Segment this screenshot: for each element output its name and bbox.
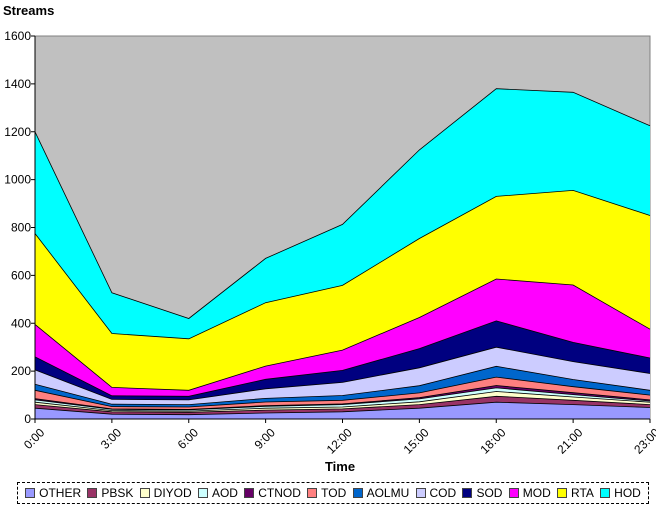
legend-label: DIYOD [153,486,192,500]
outline-hod [34,88,651,319]
legend-label: AOLMU [366,486,410,500]
legend-swatch [87,488,98,498]
legend-label: PBSK [101,486,134,500]
series-outline-group [34,88,651,416]
legend-swatch [139,488,150,498]
y-tick-label: 1200 [4,125,31,139]
x-tick-labels: 0:00 3:00 6:00 9:00 12:00 15:00 18:00 21:00 23:0… [21,419,656,457]
legend-item-sod: SOD [462,486,502,500]
legend-label: COD [429,486,457,500]
x-tick-label: 23:00 [631,425,656,456]
x-tick-label: 0:00 [21,425,48,452]
area-pbsk [35,396,650,415]
y-tick-label: 400 [11,316,31,330]
x-axis-title: Time [325,459,355,474]
y-tick-label: 600 [11,268,31,282]
area-rta [35,190,650,391]
chart: Streams 0 200 400 600 800 1000 1200 1400 1600 0:… [3,3,656,474]
legend-swatch [25,488,36,498]
legend-item-diyod: DIYOD [139,486,192,500]
legend-swatch [557,488,567,498]
legend: OTHER PBSK DIYOD AOD CTNOD TOD AOLMU COD SOD MOD R… [17,482,649,504]
legend-label: MOD [522,486,551,500]
legend-label: SOD [476,486,503,500]
legend-label: HOD [614,486,641,500]
legend-label: AOD [211,486,238,500]
area-sod [35,320,650,400]
legend-label: TOD [321,486,347,500]
outline-sod [34,320,651,397]
outline-aolmu [34,365,651,406]
outline-mod [34,278,651,391]
legend-item-mod: MOD [508,486,551,500]
legend-item-rta: RTA [557,486,594,500]
x-tick-label: 3:00 [98,425,125,452]
area-aolmu [35,366,650,407]
legend-label: OTHER [39,486,82,500]
x-tick-label: 6:00 [175,425,202,452]
outline-diyod [34,391,651,412]
outline-cod [34,346,651,401]
y-tick-labels: 0 200 400 600 800 1000 1200 1400 1600 [4,29,35,426]
legend-item-other: OTHER [25,486,81,500]
x-tick-label: 12:00 [324,425,355,456]
y-tick-label: 1000 [4,173,31,187]
outline-rta [34,189,651,340]
legend-item-pbsk: PBSK [87,486,133,500]
legend-item-tod: TOD [307,486,346,500]
legend-item-cod: COD [415,486,457,500]
y-tick-label: 1600 [4,29,31,43]
area-mod [35,279,650,397]
legend-item-ctnod: CTNOD [244,486,301,500]
x-tick-label: 18:00 [477,425,508,456]
y-tick-label: 0 [24,412,31,426]
legend-item-hod: HOD [600,486,641,500]
outline-ctnod [34,385,651,410]
outline-aod [34,387,651,411]
legend-swatch [508,488,519,498]
legend-swatch [244,488,255,498]
legend-swatch [462,488,473,498]
y-tick-label: 1400 [4,77,31,91]
legend-item-aod: AOD [197,486,238,500]
legend-swatch [197,488,208,498]
x-tick-label: 21:00 [554,425,585,456]
legend-swatch [352,488,363,498]
y-tick-label: 800 [11,221,31,235]
legend-swatch [307,488,318,498]
area-series-group [35,88,650,419]
legend-swatch [415,488,426,498]
x-tick-label: 9:00 [252,425,279,452]
legend-swatch [600,488,611,498]
y-tick-label: 200 [11,364,31,378]
area-cod [35,347,650,405]
legend-label: RTA [571,486,594,500]
outline-other [34,401,651,416]
legend-item-aolmu: AOLMU [352,486,410,500]
outline-pbsk [34,395,651,413]
legend-label: CTNOD [258,486,301,500]
area-hod [35,88,650,339]
x-tick-label: 15:00 [401,425,432,456]
y-axis-title: Streams [3,3,54,18]
outline-tod [34,376,651,408]
